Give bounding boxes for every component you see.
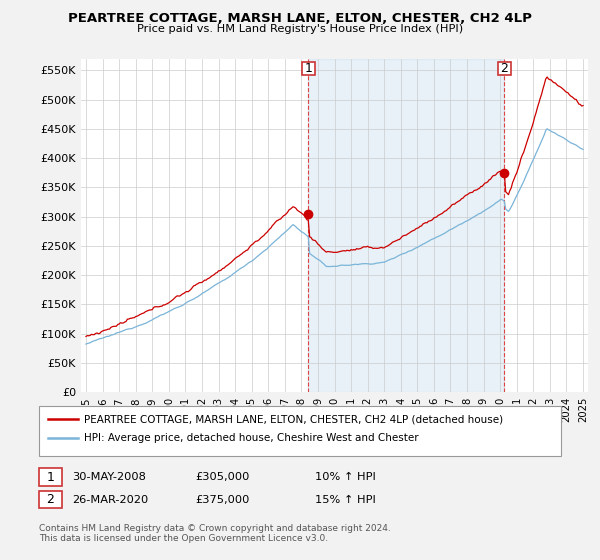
Bar — [302, 62, 315, 74]
Text: HPI: Average price, detached house, Cheshire West and Chester: HPI: Average price, detached house, Ches… — [84, 433, 419, 444]
Bar — [308, 59, 505, 392]
Text: 10% ↑ HPI: 10% ↑ HPI — [315, 472, 376, 482]
Text: 1: 1 — [304, 62, 312, 74]
Text: £375,000: £375,000 — [195, 494, 250, 505]
Bar — [498, 62, 511, 74]
Text: PEARTREE COTTAGE, MARSH LANE, ELTON, CHESTER, CH2 4LP (detached house): PEARTREE COTTAGE, MARSH LANE, ELTON, CHE… — [84, 414, 503, 424]
Text: 2: 2 — [46, 493, 55, 506]
Text: £305,000: £305,000 — [195, 472, 250, 482]
Text: 26-MAR-2020: 26-MAR-2020 — [72, 494, 148, 505]
Text: Contains HM Land Registry data © Crown copyright and database right 2024.
This d: Contains HM Land Registry data © Crown c… — [39, 524, 391, 543]
Text: 15% ↑ HPI: 15% ↑ HPI — [315, 494, 376, 505]
Text: 30-MAY-2008: 30-MAY-2008 — [72, 472, 146, 482]
Text: 1: 1 — [46, 470, 55, 484]
Text: PEARTREE COTTAGE, MARSH LANE, ELTON, CHESTER, CH2 4LP: PEARTREE COTTAGE, MARSH LANE, ELTON, CHE… — [68, 12, 532, 25]
Text: 2: 2 — [500, 62, 508, 74]
Text: Price paid vs. HM Land Registry's House Price Index (HPI): Price paid vs. HM Land Registry's House … — [137, 24, 463, 34]
